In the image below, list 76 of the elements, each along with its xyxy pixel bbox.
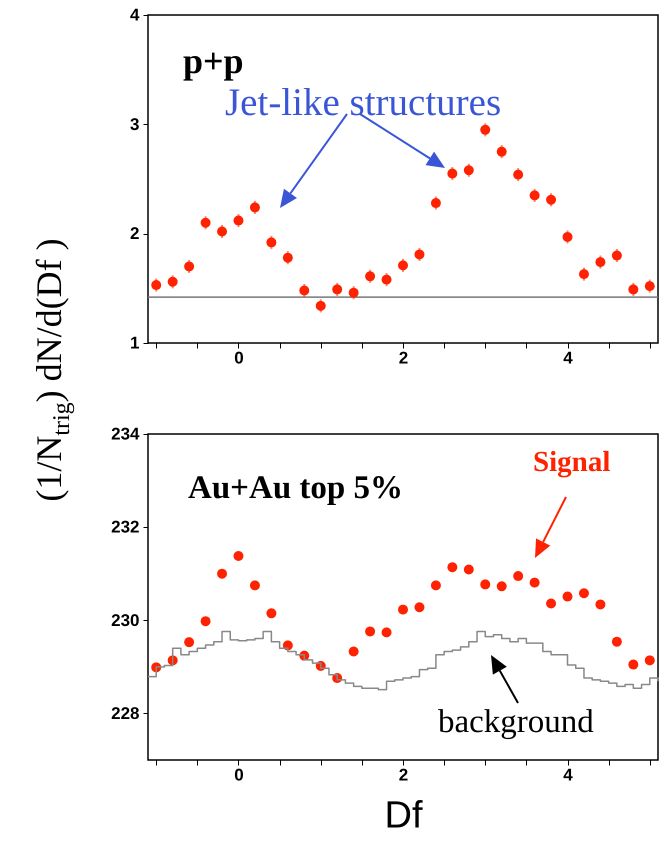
y-tick-label: 228: [111, 704, 140, 723]
point: [546, 194, 556, 205]
x-tick-label: 4: [563, 348, 574, 368]
point: [151, 280, 162, 290]
annotation: Jet-like structures: [225, 81, 502, 125]
point: [530, 578, 540, 588]
point: [595, 257, 606, 268]
point: [546, 598, 556, 609]
annotation: p+p: [183, 40, 244, 82]
point: [382, 274, 392, 285]
x-tick-label: 0: [234, 766, 244, 784]
x-tick-label: 4: [563, 766, 574, 784]
point: [266, 608, 276, 618]
point: [348, 288, 359, 298]
point: [398, 260, 408, 270]
point: [447, 562, 458, 572]
point: [316, 300, 326, 311]
x-axis-title: Df: [384, 794, 423, 836]
point: [233, 551, 244, 562]
point: [644, 281, 655, 292]
point: [365, 626, 376, 636]
point: [644, 655, 655, 666]
point: [233, 216, 244, 226]
point: [365, 271, 376, 282]
y-tick-label: 1: [130, 334, 140, 352]
point: [628, 284, 638, 294]
point: [168, 276, 178, 287]
point: [464, 564, 474, 575]
point: [266, 237, 276, 248]
point: [414, 602, 424, 612]
point: [250, 202, 260, 212]
point: [184, 637, 194, 648]
y-tick-label: 2: [130, 224, 140, 244]
point: [562, 232, 573, 242]
point: [513, 170, 524, 180]
y-tick-label: 4: [130, 6, 140, 24]
point: [217, 568, 228, 579]
point: [200, 616, 211, 626]
point: [348, 646, 359, 656]
point: [578, 269, 589, 280]
text: Signal: [533, 446, 610, 479]
annotation: Au+Au top 5%: [188, 470, 404, 507]
point: [200, 218, 211, 228]
point: [612, 636, 622, 647]
x-tick-label: 0: [234, 348, 244, 368]
point: [430, 580, 441, 590]
point: [628, 660, 638, 670]
point: [250, 580, 260, 590]
point: [217, 226, 228, 236]
y-tick-label: 3: [130, 114, 140, 134]
point: [414, 249, 424, 260]
point: [480, 124, 490, 135]
point: [430, 198, 441, 208]
y-tick-label: 232: [111, 518, 140, 537]
point: [382, 627, 392, 638]
point: [464, 165, 474, 176]
point: [496, 146, 507, 157]
point: [447, 168, 458, 179]
series-label: background: [438, 704, 594, 741]
x-tick-label: 2: [398, 766, 408, 784]
point: [595, 599, 606, 610]
point: [578, 588, 589, 598]
y-tick-label: 230: [111, 610, 140, 630]
point: [496, 581, 507, 592]
point: [282, 252, 293, 263]
point: [398, 604, 408, 615]
point: [530, 190, 540, 200]
point: [513, 571, 524, 582]
point: [562, 592, 573, 602]
y-tick-label: 234: [111, 424, 140, 444]
point: [332, 284, 342, 294]
point: [299, 286, 310, 296]
point: [480, 579, 490, 590]
x-tick-label: 2: [398, 348, 408, 368]
point: [184, 261, 194, 272]
point: [612, 250, 622, 261]
